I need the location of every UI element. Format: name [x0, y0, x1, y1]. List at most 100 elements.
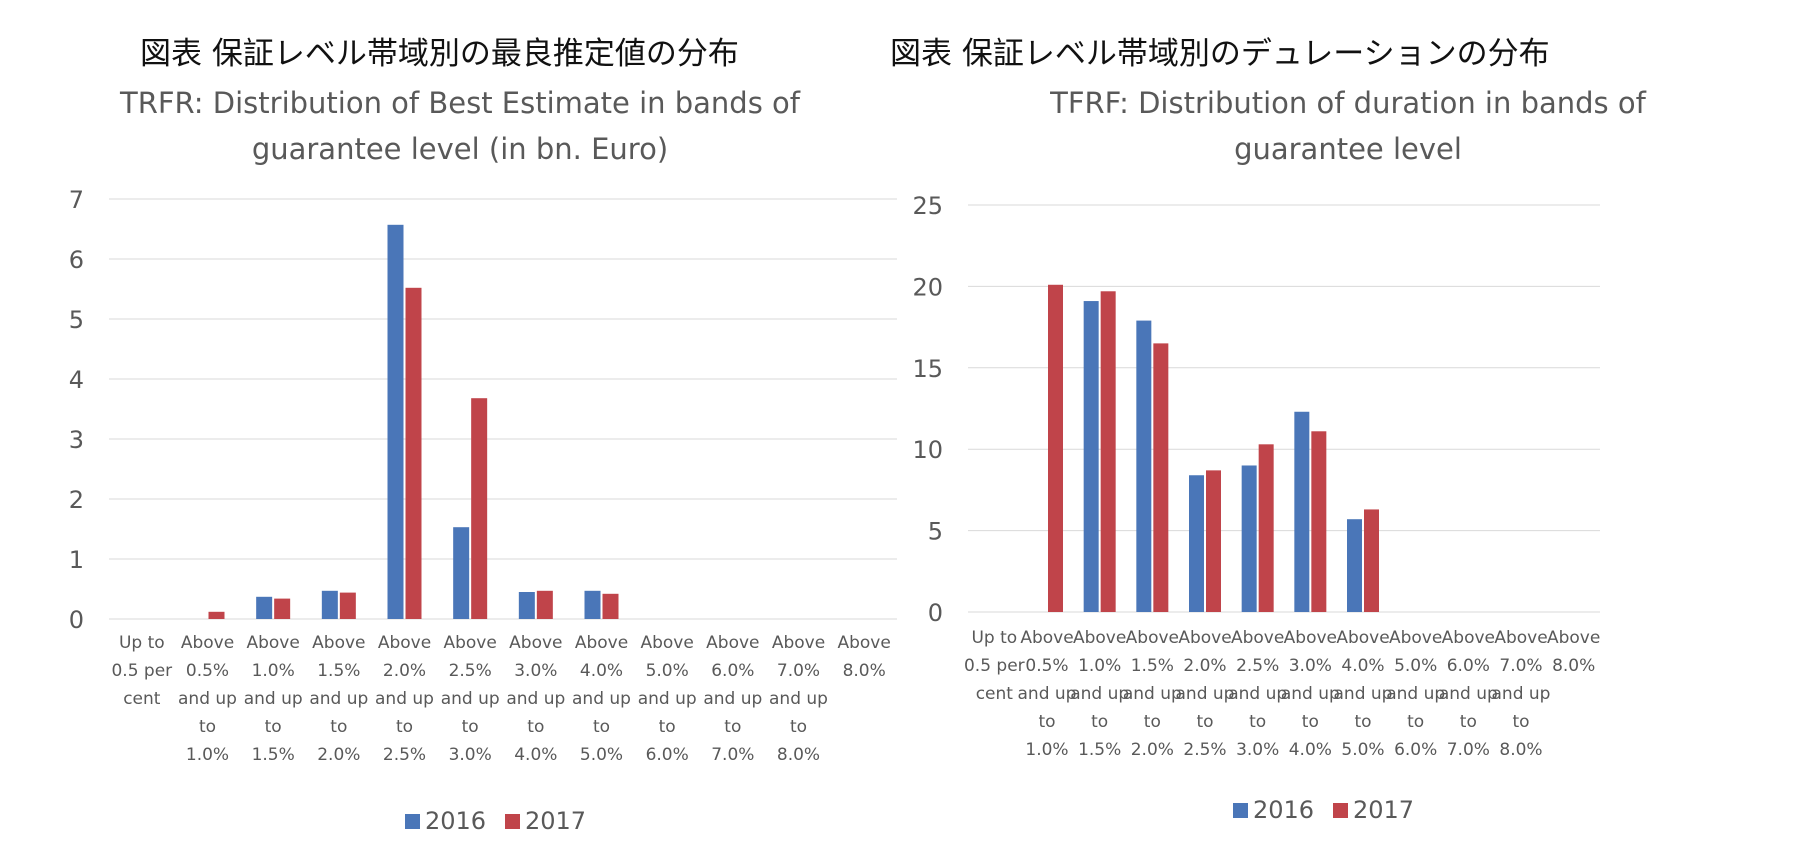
x-tick-label: to	[265, 717, 282, 737]
x-tick-label: Above	[246, 633, 299, 653]
x-tick-label: 2.5%	[449, 661, 492, 681]
x-tick-label: and up	[1281, 684, 1340, 704]
x-tick-label: to	[1407, 712, 1424, 732]
x-tick-label: Above	[706, 633, 759, 653]
x-tick-label: to	[1302, 712, 1319, 732]
x-tick-label: to	[1038, 712, 1055, 732]
x-tick-label: and up	[1439, 684, 1498, 704]
x-tick-label: 0.5 per	[111, 661, 172, 681]
x-tick-label: to	[1249, 712, 1266, 732]
x-tick-label: and up	[1018, 684, 1077, 704]
x-tick-label: to	[724, 717, 741, 737]
legend-swatch-2016	[1233, 803, 1248, 818]
x-tick-label: 5.0%	[1341, 740, 1384, 760]
bar-2017	[339, 592, 356, 619]
x-tick-label: 4.0%	[1341, 656, 1384, 676]
legend-swatch-2016	[405, 814, 420, 829]
x-tick-label: 4.0%	[1289, 740, 1332, 760]
bar-2017	[208, 611, 225, 619]
x-tick-label: to	[527, 717, 544, 737]
bar-2016	[453, 527, 470, 619]
y-tick-label: 5	[928, 518, 943, 546]
x-tick-label: Above	[181, 633, 234, 653]
x-tick-label: and up	[1070, 684, 1129, 704]
legend-label-2016: 2016	[1253, 796, 1314, 824]
x-tick-label: 5.0%	[646, 661, 689, 681]
y-tick-label: 20	[912, 273, 943, 301]
x-tick-label: and up	[1386, 684, 1445, 704]
x-tick-label: to	[330, 717, 347, 737]
x-tick-label: Above	[772, 633, 825, 653]
x-tick-label: to	[790, 717, 807, 737]
chart-title-line-1: TRFR: Distribution of Best Estimate in b…	[119, 86, 800, 120]
x-tick-label: Above	[640, 633, 693, 653]
y-tick-label: 0	[928, 599, 943, 627]
x-tick-label: Above	[443, 633, 496, 653]
x-tick-label: Above	[575, 633, 628, 653]
bar-2017	[536, 590, 553, 619]
bar-2017	[405, 287, 422, 619]
chart-title-line-1: TFRF: Distribution of duration in bands …	[1050, 86, 1646, 120]
bar-2016	[1083, 301, 1099, 612]
x-tick-label: 2.0%	[1131, 740, 1174, 760]
y-tick-label: 25	[912, 192, 943, 220]
x-tick-label: cent	[976, 684, 1014, 704]
bar-2017	[1258, 444, 1274, 612]
x-tick-label: 5.0%	[1394, 656, 1437, 676]
chart-title-line-2: guarantee level	[1234, 132, 1462, 166]
x-tick-label: and up	[244, 689, 303, 709]
bar-2016	[1189, 475, 1204, 612]
bar-2016	[256, 596, 273, 619]
x-tick-label: 1.0%	[1078, 656, 1121, 676]
bar-2017	[1311, 431, 1327, 612]
y-tick-label: 3	[69, 426, 84, 454]
x-tick-label: to	[1512, 712, 1529, 732]
x-tick-label: to	[1091, 712, 1108, 732]
chart-title: TRFR: Distribution of Best Estimate in b…	[80, 80, 840, 172]
legend-label-2017: 2017	[1353, 796, 1414, 824]
bar-2016	[1136, 320, 1152, 612]
x-tick-label: 7.0%	[1447, 740, 1490, 760]
x-tick-label: Above	[1389, 628, 1442, 648]
legend-label-2016: 2016	[425, 807, 486, 835]
x-tick-label: 6.0%	[646, 745, 689, 765]
y-tick-label: 7	[69, 186, 84, 214]
x-tick-label: 8.0%	[1552, 656, 1595, 676]
x-tick-label: Above	[1126, 628, 1179, 648]
x-tick-label: to	[1460, 712, 1477, 732]
x-tick-label: to	[1354, 712, 1371, 732]
x-tick-label: and up	[506, 689, 565, 709]
x-tick-label: 2.5%	[1183, 740, 1226, 760]
bar-2017	[1048, 284, 1063, 612]
x-tick-label: Above	[1020, 628, 1073, 648]
chart-title: TFRF: Distribution of duration in bands …	[948, 80, 1748, 172]
x-tick-label: 0.5%	[1025, 656, 1068, 676]
x-tick-label: and up	[1123, 684, 1182, 704]
x-tick-label: to	[396, 717, 413, 737]
japanese-figure-title: 図表 保証レベル帯域別のデュレーションの分布	[890, 36, 1550, 72]
chart-panel-best-estimate: 図表 保証レベル帯域別の最良推定値の分布 TRFR: Distribution …	[0, 0, 900, 858]
x-tick-label: 6.0%	[711, 661, 754, 681]
x-tick-label: and up	[703, 689, 762, 709]
x-tick-label: 2.0%	[317, 745, 360, 765]
chart-panel-duration: 図表 保証レベル帯域別のデュレーションの分布 TFRF: Distributio…	[888, 0, 1801, 858]
bar-2016	[518, 592, 535, 619]
x-tick-label: 6.0%	[1394, 740, 1437, 760]
legend-swatch-2017	[1333, 803, 1348, 818]
y-tick-label: 0	[69, 606, 84, 634]
x-tick-label: 7.0%	[777, 661, 820, 681]
bar-2017	[1153, 343, 1169, 612]
x-tick-label: 0.5%	[186, 661, 229, 681]
x-tick-label: and up	[441, 689, 500, 709]
x-tick-label: to	[659, 717, 676, 737]
x-tick-label: 1.0%	[252, 661, 295, 681]
x-tick-label: Above	[1547, 628, 1600, 648]
x-tick-label: Above	[837, 633, 890, 653]
x-tick-label: Up to	[971, 628, 1017, 648]
x-tick-label: 2.0%	[383, 661, 426, 681]
x-tick-label: Above	[378, 633, 431, 653]
x-tick-label: 4.0%	[580, 661, 623, 681]
x-tick-label: 1.0%	[186, 745, 229, 765]
x-tick-label: and up	[309, 689, 368, 709]
x-tick-label: Above	[1284, 628, 1337, 648]
